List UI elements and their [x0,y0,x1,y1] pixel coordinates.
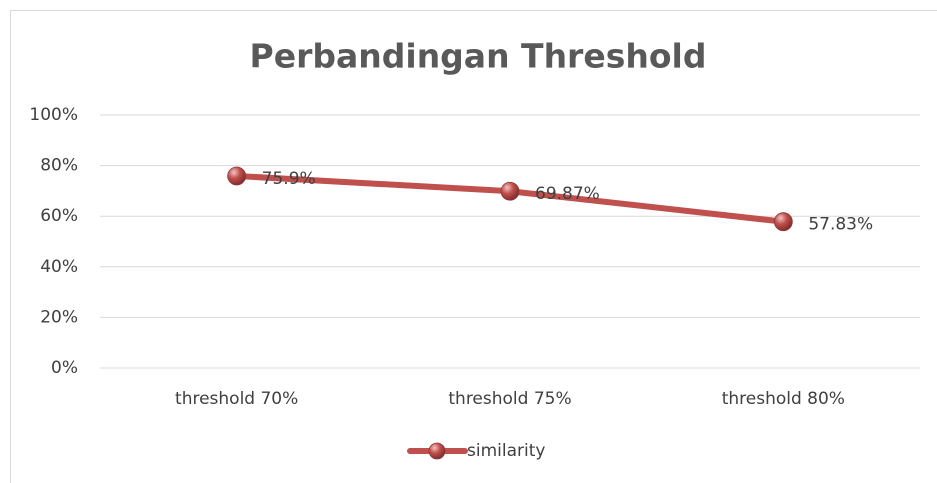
chart-title: Perbandingan Threshold [250,37,707,76]
y-tick-label: 100% [29,105,78,125]
chart-frame [10,10,937,483]
legend-label: similarity [467,441,545,461]
data-point [227,166,247,186]
y-tick-label: 20% [40,307,78,327]
y-tick-label: 60% [40,206,78,226]
data-point [500,181,520,201]
data-label: 75.9% [262,169,316,189]
x-tick-label: threshold 75% [448,389,571,409]
data-point [773,212,793,232]
x-tick-label: threshold 70% [175,389,298,409]
data-label: 69.87% [535,184,600,204]
y-tick-label: 0% [51,358,78,378]
y-tick-label: 80% [40,156,78,176]
legend-marker [428,442,446,460]
data-label: 57.83% [808,215,873,235]
x-tick-label: threshold 80% [722,389,845,409]
y-tick-label: 40% [40,257,78,277]
